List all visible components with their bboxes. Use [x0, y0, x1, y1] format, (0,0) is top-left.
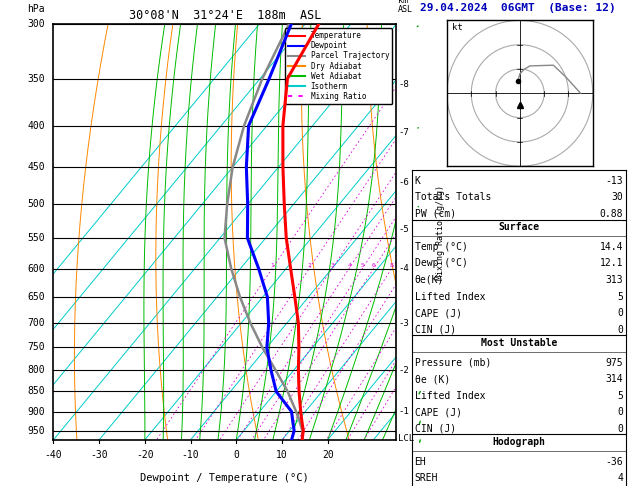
Text: 900: 900	[27, 407, 45, 417]
Text: CIN (J): CIN (J)	[415, 424, 455, 434]
Text: 2: 2	[308, 263, 311, 268]
Text: PW (cm): PW (cm)	[415, 209, 455, 219]
Text: θe (K): θe (K)	[415, 374, 450, 384]
Text: -4: -4	[398, 264, 409, 273]
Text: -7: -7	[398, 128, 409, 137]
Text: -20: -20	[136, 450, 153, 460]
Text: Hodograph: Hodograph	[493, 437, 545, 447]
Text: -5: -5	[398, 225, 409, 234]
Text: -2: -2	[398, 365, 409, 375]
Text: Surface: Surface	[498, 222, 540, 232]
Text: EH: EH	[415, 457, 426, 467]
Text: CAPE (J): CAPE (J)	[415, 407, 462, 417]
Text: 500: 500	[27, 199, 45, 209]
Text: 700: 700	[27, 318, 45, 328]
Text: 29.04.2024  06GMT  (Base: 12): 29.04.2024 06GMT (Base: 12)	[420, 3, 616, 14]
Text: Totals Totals: Totals Totals	[415, 192, 491, 202]
Text: 0.88: 0.88	[600, 209, 623, 219]
Text: 450: 450	[27, 162, 45, 172]
Text: 30: 30	[611, 192, 623, 202]
Text: θe(K): θe(K)	[415, 275, 444, 285]
Text: 14.4: 14.4	[600, 242, 623, 252]
Text: -30: -30	[91, 450, 108, 460]
Text: -40: -40	[45, 450, 62, 460]
Text: 4: 4	[618, 473, 623, 483]
Text: 5: 5	[618, 391, 623, 400]
Text: 0: 0	[618, 308, 623, 318]
Text: Temp (°C): Temp (°C)	[415, 242, 467, 252]
Text: 20: 20	[322, 450, 333, 460]
Text: 0: 0	[618, 424, 623, 434]
Text: kt: kt	[452, 23, 462, 32]
Text: 0: 0	[233, 450, 239, 460]
Text: -1: -1	[398, 407, 409, 416]
Text: 314: 314	[606, 374, 623, 384]
Text: 1: 1	[270, 263, 274, 268]
Text: 5: 5	[618, 292, 623, 301]
Text: 650: 650	[27, 292, 45, 302]
Text: 950: 950	[27, 426, 45, 435]
Text: Lifted Index: Lifted Index	[415, 292, 485, 301]
Text: hPa: hPa	[27, 4, 45, 14]
Text: 5: 5	[361, 263, 365, 268]
Text: 400: 400	[27, 121, 45, 131]
Text: 313: 313	[606, 275, 623, 285]
Legend: Temperature, Dewpoint, Parcel Trajectory, Dry Adiabat, Wet Adiabat, Isotherm, Mi: Temperature, Dewpoint, Parcel Trajectory…	[285, 28, 392, 104]
Text: Mixing Ratio (g/kg): Mixing Ratio (g/kg)	[437, 185, 445, 279]
Text: 6: 6	[372, 263, 376, 268]
Text: -36: -36	[606, 457, 623, 467]
Text: Pressure (mb): Pressure (mb)	[415, 358, 491, 367]
Text: 3: 3	[331, 263, 334, 268]
Text: -3: -3	[398, 318, 409, 328]
Text: SREH: SREH	[415, 473, 438, 483]
Text: CAPE (J): CAPE (J)	[415, 308, 462, 318]
Text: -6: -6	[398, 178, 409, 187]
Text: Dewp (°C): Dewp (°C)	[415, 259, 467, 268]
Text: 350: 350	[27, 74, 45, 84]
Text: 850: 850	[27, 386, 45, 397]
Text: LCL: LCL	[398, 434, 414, 443]
Text: 300: 300	[27, 19, 45, 29]
Text: 550: 550	[27, 233, 45, 243]
Text: 12.1: 12.1	[600, 259, 623, 268]
Text: 600: 600	[27, 264, 45, 274]
Text: Dewpoint / Temperature (°C): Dewpoint / Temperature (°C)	[140, 473, 309, 483]
Text: 0: 0	[618, 407, 623, 417]
Text: km
ASL: km ASL	[398, 0, 413, 14]
Text: -8: -8	[398, 80, 409, 89]
Text: K: K	[415, 176, 420, 186]
Text: 10: 10	[276, 450, 288, 460]
Text: CIN (J): CIN (J)	[415, 325, 455, 334]
Text: 800: 800	[27, 365, 45, 375]
Text: Most Unstable: Most Unstable	[481, 338, 557, 348]
Text: Lifted Index: Lifted Index	[415, 391, 485, 400]
Text: -13: -13	[606, 176, 623, 186]
Text: 4: 4	[347, 263, 351, 268]
Text: 0: 0	[618, 325, 623, 334]
Text: 975: 975	[606, 358, 623, 367]
Text: 750: 750	[27, 342, 45, 352]
Text: 8: 8	[390, 263, 394, 268]
Title: 30°08'N  31°24'E  188m  ASL: 30°08'N 31°24'E 188m ASL	[129, 9, 321, 22]
Text: -10: -10	[182, 450, 199, 460]
